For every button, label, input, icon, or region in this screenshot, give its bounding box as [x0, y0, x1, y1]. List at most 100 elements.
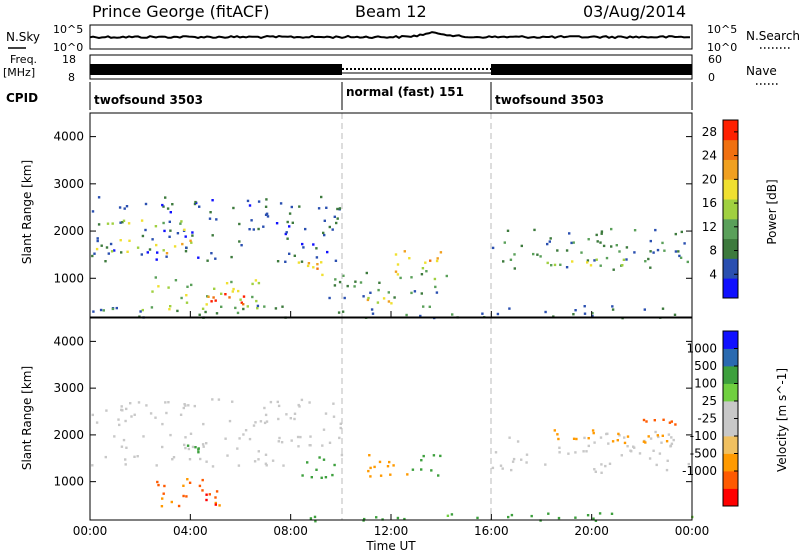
cpid-segment-2: normal (fast) 151 — [346, 85, 464, 99]
velocity-cell — [290, 439, 293, 442]
velocity-cell — [186, 444, 190, 447]
velocity-cell — [591, 429, 595, 432]
velocity-cell — [145, 404, 148, 407]
velocity-cell — [122, 438, 126, 442]
velocity-cell — [189, 432, 193, 435]
velocity-cell — [125, 407, 128, 411]
velocity-panel: 1000 2000 3000 4000 00:00 04:00 08:00 12:00 16:… — [20, 317, 709, 553]
velocity-cell — [379, 474, 383, 477]
power-cell — [353, 285, 356, 288]
velocity-cell — [332, 402, 335, 405]
velocity-cell — [201, 489, 204, 492]
power-cell — [335, 221, 338, 225]
velocity-cell — [194, 446, 197, 449]
power-cell — [183, 228, 186, 231]
velocity-cell — [163, 484, 166, 488]
velocity-cell — [572, 437, 576, 440]
power-cell — [399, 276, 402, 280]
power-cell — [151, 290, 154, 293]
power-cell — [171, 203, 174, 206]
power-cell — [181, 242, 184, 246]
velocity-cell — [263, 406, 266, 410]
power-cell — [326, 250, 329, 254]
velocity-cell — [202, 422, 205, 426]
power-cell — [100, 244, 103, 247]
power-cell — [618, 250, 621, 253]
power-cell — [413, 290, 417, 293]
velocity-cell — [557, 516, 561, 520]
power-cell — [346, 284, 349, 288]
velocity-cell — [575, 437, 578, 441]
velocity-cell — [165, 411, 168, 415]
velocity-colorbar-tick: -100 — [690, 429, 717, 443]
velocity-cell — [406, 473, 409, 476]
power-cell — [206, 259, 209, 262]
velocity-cell — [567, 452, 570, 455]
velocity-cell — [547, 512, 550, 515]
power-cell — [111, 307, 115, 311]
power-cell — [238, 222, 241, 226]
power-cell — [97, 196, 101, 199]
power-cell — [612, 268, 615, 271]
velocity-cell — [644, 441, 647, 444]
velocity-cell — [333, 463, 336, 467]
velocity-cell — [172, 456, 176, 459]
velocity-cell — [179, 413, 183, 416]
velocity-cell — [373, 465, 376, 469]
velocity-cell — [670, 436, 673, 439]
freq-label-line2: [MHz] — [3, 66, 35, 79]
power-cell — [396, 263, 400, 266]
noise-right-tick-top: 10^5 — [707, 23, 737, 36]
velocity-cell — [608, 462, 612, 465]
station-title: Prince George (fitACF) — [92, 2, 270, 21]
velocity-cell — [95, 421, 99, 424]
velocity-cell — [339, 426, 342, 430]
velocity-cell — [432, 454, 436, 457]
power-cell — [164, 196, 167, 199]
velocity-cell — [647, 435, 650, 438]
power-cell — [293, 254, 296, 257]
velocity-cell — [507, 515, 510, 519]
power-cell — [683, 242, 686, 245]
power-cell — [122, 219, 126, 222]
power-cell — [328, 225, 331, 229]
power-cell — [263, 305, 266, 308]
velocity-cell — [586, 514, 590, 517]
power-colorbar-segment — [723, 218, 738, 240]
power-cell — [140, 219, 144, 222]
velocity-cell — [654, 430, 657, 434]
velocity-cell — [105, 409, 108, 412]
power-cell — [539, 255, 542, 258]
power-cell — [315, 247, 318, 250]
velocity-cell — [214, 503, 217, 506]
velocity-heatmap — [91, 398, 694, 523]
velocity-cell — [446, 514, 450, 517]
power-cell — [191, 234, 194, 237]
power-cell — [338, 207, 342, 210]
power-cell — [599, 241, 602, 244]
velocity-cell — [600, 463, 603, 466]
power-cell — [312, 243, 315, 246]
power-cell — [109, 242, 113, 246]
velocity-cell — [656, 434, 659, 437]
beam-label: Beam 12 — [355, 2, 427, 21]
velocity-cell — [557, 437, 560, 441]
power-cell — [238, 240, 241, 243]
cpid-segment-1: twofsound 3503 — [94, 93, 203, 107]
power-cell — [220, 305, 223, 308]
velocity-cell — [629, 449, 632, 452]
power-cell — [686, 260, 689, 264]
power-cell — [593, 259, 596, 262]
power-cell — [337, 311, 341, 314]
freq-band-segment-3 — [491, 64, 692, 75]
power-cell — [262, 225, 265, 228]
power-cell — [184, 250, 188, 253]
velocity-cell — [169, 433, 172, 437]
power-cell — [362, 295, 365, 298]
velocity-cell — [611, 440, 615, 443]
power-frame — [89, 112, 693, 318]
power-cell — [481, 312, 484, 315]
velocity-cell — [157, 483, 160, 487]
power-cell — [242, 295, 246, 298]
